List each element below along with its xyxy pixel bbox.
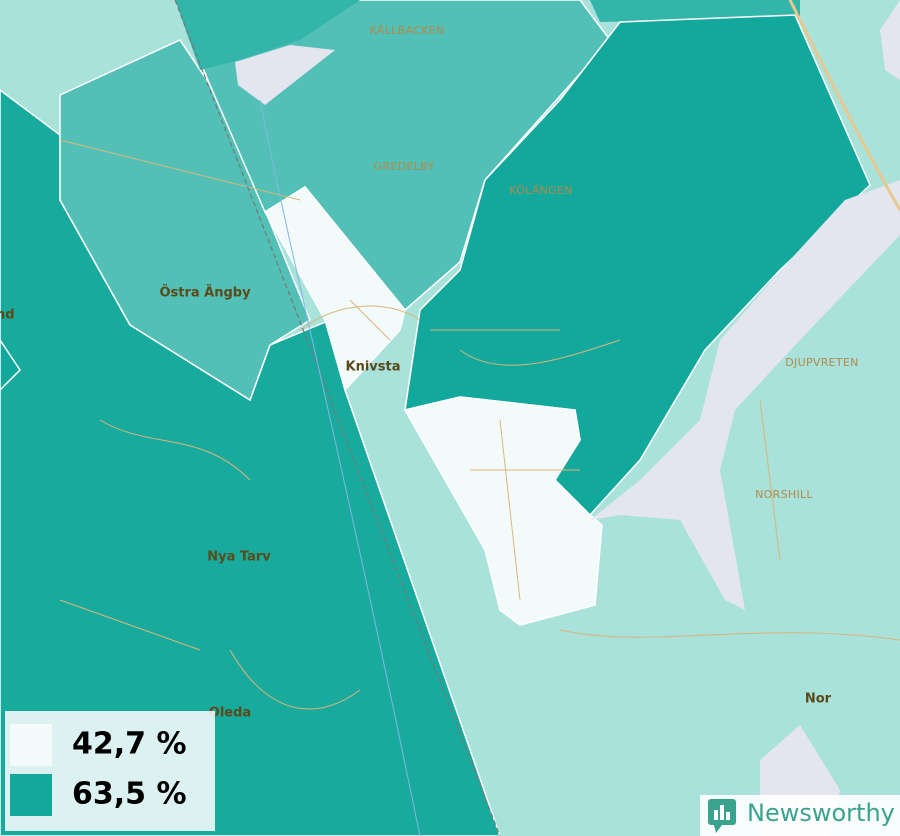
highway <box>788 0 900 211</box>
legend-label: 42,7 % <box>72 727 187 762</box>
place-label: DJUPVRETEN <box>785 356 858 369</box>
brand-name: Newsworthy <box>747 799 895 827</box>
place-label: KÖLÄNGEN <box>509 184 573 197</box>
brand-icon <box>714 825 722 833</box>
region <box>0 338 21 392</box>
region <box>263 186 406 392</box>
legend-swatch <box>10 724 52 766</box>
railway <box>174 0 501 836</box>
legend-label: 63,5 % <box>72 777 187 812</box>
place-label: Östra Ängby <box>159 285 251 301</box>
place-label: KÄLLBACKEN <box>370 24 445 37</box>
region <box>403 396 603 626</box>
water <box>590 180 900 610</box>
brand-icon <box>720 805 724 820</box>
water <box>880 0 900 80</box>
legend: 42,7 % 63,5 % <box>5 711 215 831</box>
stream <box>259 99 421 836</box>
region <box>175 0 360 70</box>
roads <box>59 139 900 710</box>
place-label: Oleda <box>209 706 251 721</box>
legend-swatch <box>10 774 52 816</box>
brand: Newsworthy <box>700 795 900 836</box>
place-label: nd <box>0 308 15 323</box>
brand-icon <box>714 810 718 820</box>
place-label: NORSHILL <box>755 488 813 501</box>
place-label: Knivsta <box>346 360 401 375</box>
place-label: GREDELBY <box>374 160 435 173</box>
water <box>235 45 335 105</box>
brand-icon <box>726 812 730 820</box>
place-label: Nor <box>805 692 832 707</box>
region <box>59 39 311 402</box>
place-label: Nya Tarv <box>207 550 271 565</box>
